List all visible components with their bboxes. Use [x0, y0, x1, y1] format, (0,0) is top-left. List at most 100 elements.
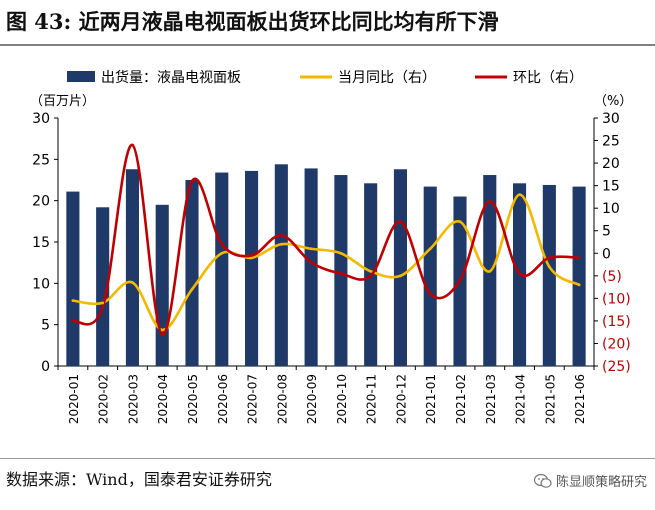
left-tick-label: 30 — [32, 111, 50, 127]
mom-point — [547, 256, 551, 260]
x-tick-label: 2020-10 — [335, 374, 349, 424]
bar — [274, 164, 288, 366]
bar — [423, 186, 437, 366]
bar — [542, 184, 556, 366]
x-tick-label: 2021-06 — [573, 374, 587, 424]
watermark-label: 陈显顺策略研究 — [555, 475, 647, 490]
yoy-point — [339, 251, 343, 255]
bar — [185, 180, 199, 366]
left-tick-label: 5 — [41, 318, 50, 334]
x-tick-label: 2021-02 — [454, 374, 468, 424]
left-tick-label: 25 — [32, 152, 50, 168]
yoy-point — [220, 251, 224, 255]
mom-point — [279, 233, 283, 237]
right-tick-label: 30 — [602, 111, 620, 127]
left-tick-label: 10 — [32, 276, 50, 292]
yoy-point — [458, 220, 462, 224]
yoy-point — [488, 269, 492, 273]
yoy-point — [71, 299, 75, 303]
mom-point — [339, 272, 343, 275]
mom-point — [101, 305, 105, 309]
bar — [66, 191, 80, 366]
legend-label-mom: 环比（右） — [513, 70, 583, 86]
yoy-point — [518, 193, 521, 197]
mom-point — [160, 333, 164, 336]
x-tick-label: 2021-03 — [484, 374, 498, 424]
right-tick-label: (15) — [602, 314, 631, 330]
mom-point — [131, 143, 134, 147]
yoy-point — [399, 274, 402, 278]
x-tick-label: 2020-12 — [394, 374, 408, 424]
legend-label-yoy: 当月同比（右） — [338, 70, 436, 86]
mom-point — [250, 254, 253, 257]
yoy-point — [160, 328, 164, 332]
figure-title: 图 43: 近两月液晶电视面板出货环比同比均有所下滑 — [6, 9, 499, 34]
bar — [393, 169, 407, 366]
bar — [155, 204, 169, 366]
yoy-point — [428, 247, 432, 251]
right-tick-label: 5 — [602, 224, 611, 240]
yoy-point — [101, 301, 105, 305]
x-tick-label: 2020-07 — [246, 374, 260, 424]
left-tick-label: 15 — [32, 235, 50, 251]
x-tick-label: 2020-04 — [156, 374, 170, 424]
left-axis-unit: （百万片） — [30, 94, 95, 109]
x-tick-label: 2020-11 — [365, 374, 379, 424]
right-tick-label: (5) — [602, 269, 622, 285]
mom-point — [220, 242, 224, 246]
right-tick-label: 15 — [602, 179, 620, 195]
bar — [215, 172, 229, 366]
mom-point — [428, 292, 432, 296]
left-tick-label: 20 — [32, 194, 50, 210]
x-tick-label: 2020-08 — [275, 374, 289, 424]
x-tick-label: 2020-02 — [97, 374, 111, 424]
right-tick-label: (10) — [602, 291, 631, 307]
source-note: 数据来源：Wind，国泰君安证券研究 — [6, 470, 272, 489]
x-tick-label: 2021-04 — [514, 374, 528, 424]
yoy-point — [279, 242, 283, 246]
wechat-icon — [533, 473, 552, 488]
yoy-point — [369, 269, 373, 273]
title-divider — [0, 44, 655, 46]
right-tick-label: 0 — [602, 246, 611, 262]
left-tick-label: 0 — [41, 359, 50, 375]
yoy-point — [190, 287, 194, 291]
bar — [334, 175, 348, 366]
bar — [125, 169, 139, 366]
right-tick-label: 10 — [602, 201, 620, 217]
right-tick-label: (20) — [602, 336, 631, 352]
legend: 出货量：液晶电视面板 当月同比（右） 环比（右） — [67, 69, 583, 86]
yoy-point — [309, 247, 313, 251]
mom-point — [309, 260, 313, 264]
x-tick-label: 2020-05 — [186, 374, 200, 424]
bar — [572, 186, 586, 366]
right-tick-label: 20 — [602, 156, 620, 172]
bar — [96, 207, 110, 366]
combo-chart: 出货量：液晶电视面板 当月同比（右） 环比（右） （百万片） （%） 0 5 10 1… — [30, 69, 632, 424]
legend-swatch-bar — [67, 71, 95, 82]
x-tick-label: 2020-03 — [126, 374, 140, 424]
right-tick-label: (25) — [602, 359, 631, 375]
watermark: 陈显顺策略研究 — [533, 471, 647, 490]
mom-point — [518, 272, 521, 275]
right-axis-unit: （%） — [594, 94, 632, 109]
mom-point — [458, 278, 462, 282]
yoy-point — [577, 283, 581, 287]
footer-divider — [0, 458, 655, 459]
mom-point — [488, 200, 492, 203]
bar — [304, 168, 318, 366]
right-tick-label: 25 — [602, 134, 620, 150]
mom-point — [369, 274, 373, 278]
x-tick-label: 2021-01 — [424, 374, 438, 424]
bar — [245, 170, 259, 366]
mom-point — [399, 220, 402, 224]
x-tick-label: 2020-09 — [305, 374, 319, 424]
mom-point — [71, 319, 75, 323]
yoy-point — [250, 256, 253, 260]
yoy-point — [131, 281, 134, 284]
x-tick-label: 2020-01 — [67, 374, 81, 424]
legend-label-bar: 出货量：液晶电视面板 — [101, 69, 241, 86]
x-tick-label: 2020-06 — [216, 374, 230, 424]
mom-point — [190, 179, 194, 183]
mom-point — [577, 256, 581, 260]
